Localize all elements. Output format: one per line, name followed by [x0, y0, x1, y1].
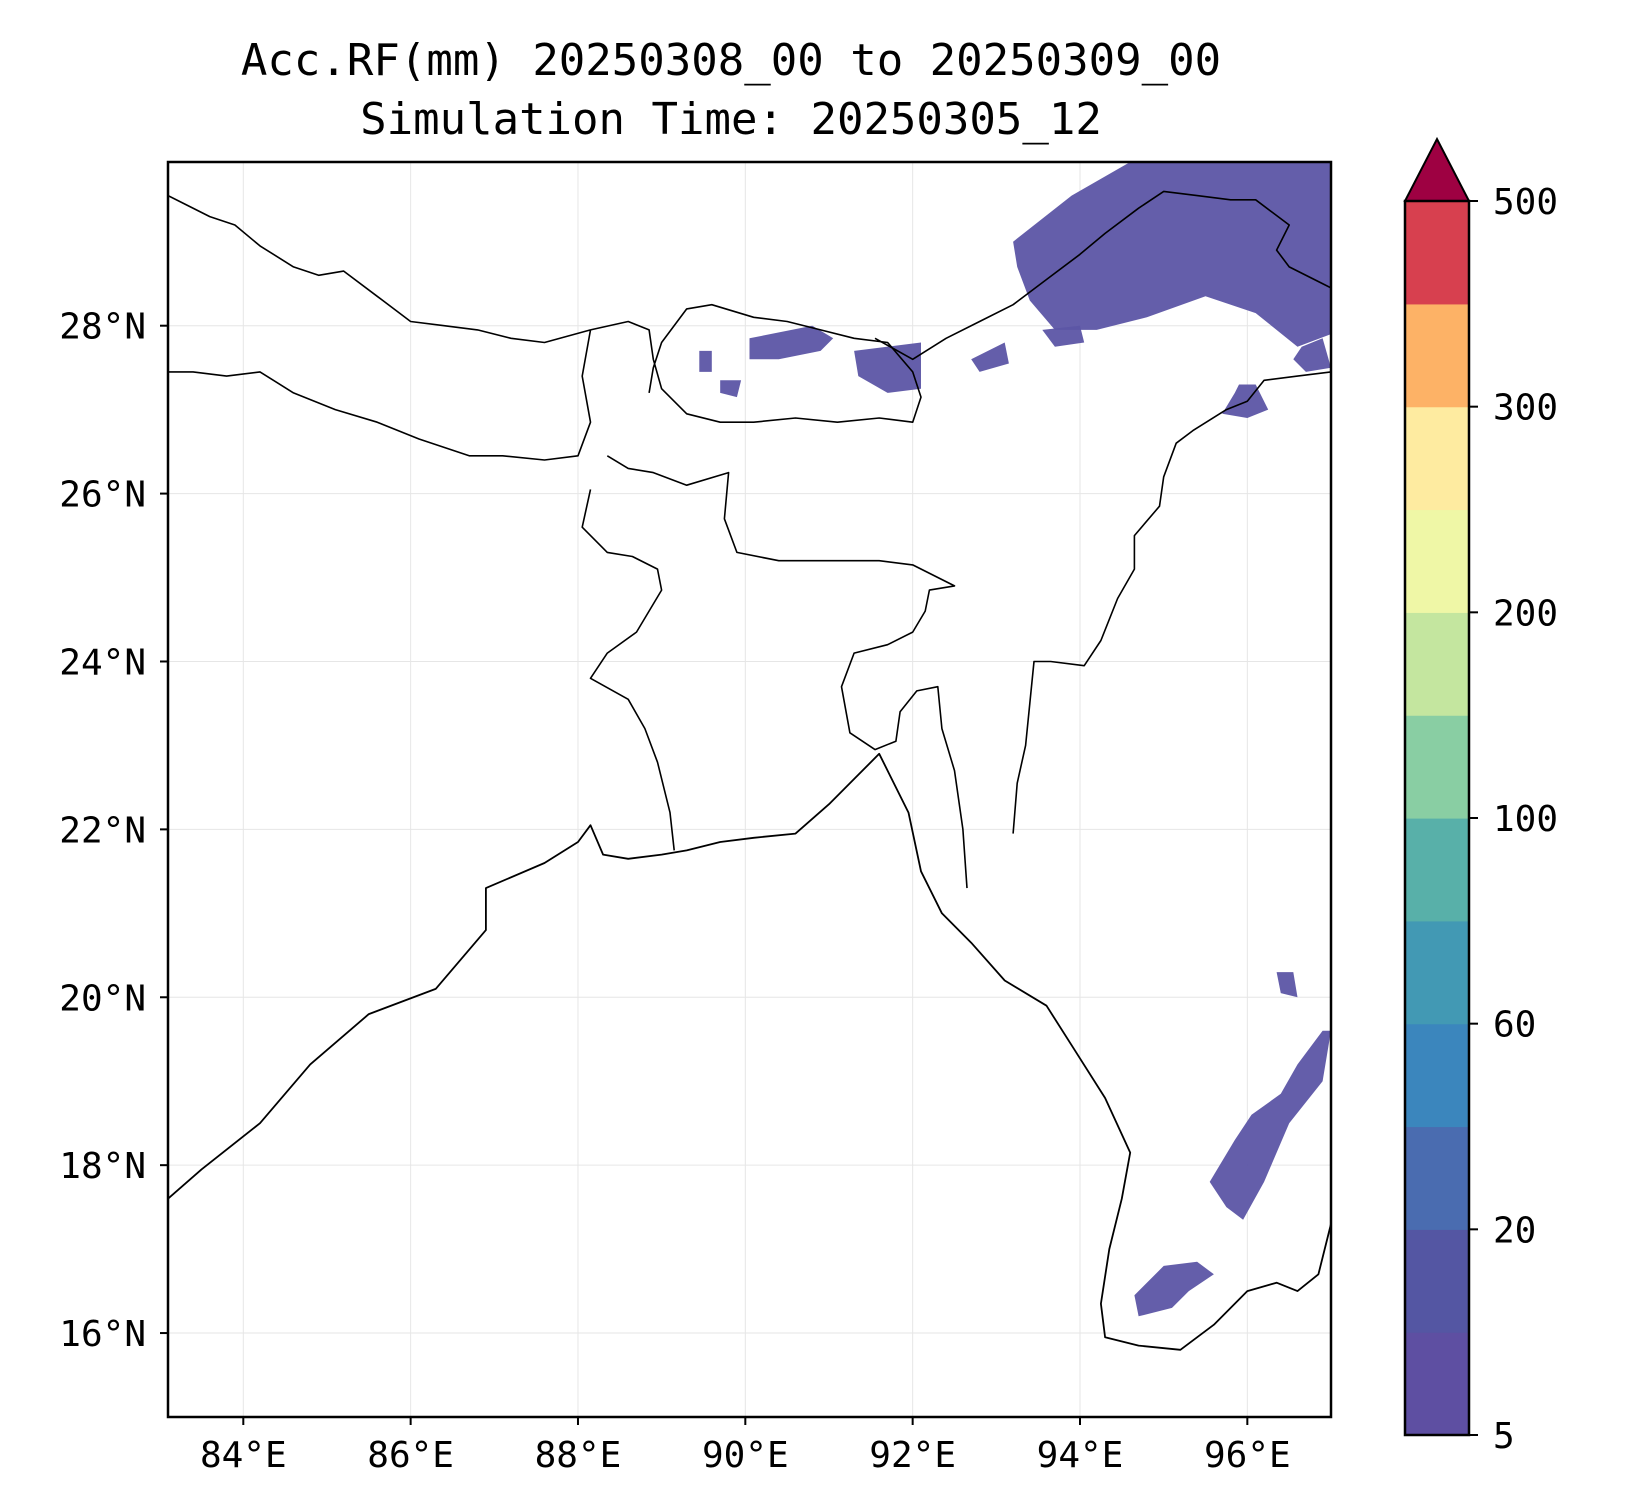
rain-area-3: [749, 325, 834, 360]
rainfall-fill: [699, 162, 1331, 1317]
x-tick-label-6: 96°E: [1204, 1435, 1291, 1476]
coastline: [168, 752, 1331, 1351]
gridlines: [168, 162, 1331, 1417]
border-line-4: [581, 489, 675, 851]
colorbar-segment-11: [1405, 201, 1469, 305]
map-panel: 84°E 86°E 88°E 90°E 92°E 94°E 96°E 16°N 18°N 20°…: [59, 160, 1333, 1476]
x-tick-label-1: 86°E: [367, 1435, 454, 1476]
rain-area-9: [1276, 972, 1298, 998]
colorbar-segments: [1405, 201, 1469, 1436]
colorbar-segment-10: [1405, 303, 1469, 408]
border-line-3: [606, 455, 968, 889]
y-tick-label-0: 16°N: [59, 1314, 146, 1355]
border-line-1: [168, 329, 592, 461]
rain-area-1: [1293, 338, 1331, 372]
title-line-2: Simulation Time: 20250305_12: [360, 94, 1102, 145]
colorbar-segment-6: [1405, 715, 1469, 819]
colorbar-tick-label-6: 500: [1493, 182, 1558, 223]
colorbar-tick-label-4: 200: [1493, 593, 1558, 634]
x-tick-label-5: 94°E: [1037, 1435, 1124, 1476]
coastlines: [168, 752, 1331, 1351]
rain-area-11: [1134, 1261, 1214, 1317]
rain-area-10: [1209, 1030, 1331, 1220]
colorbar-tick-label-2: 60: [1493, 1005, 1536, 1046]
rain-area-7: [699, 350, 712, 372]
colorbar-tick-label-5: 300: [1493, 388, 1558, 429]
title-line-1: Acc.RF(mm) 20250308_00 to 20250309_00: [241, 35, 1221, 86]
x-tick-label-2: 88°E: [535, 1435, 622, 1476]
x-tick-label-4: 92°E: [869, 1435, 956, 1476]
colorbar-tick-label-1: 20: [1493, 1210, 1536, 1251]
latitude-ticks: 16°N 18°N 20°N 22°N 24°N 26°N 28°N: [59, 307, 168, 1355]
colorbar-segment-0: [1405, 1332, 1469, 1436]
y-tick-label-2: 20°N: [59, 978, 146, 1019]
rain-area-6: [1042, 325, 1085, 347]
country-borders: [168, 190, 1331, 889]
colorbar: 5 20 60 100 200 300 500: [1403, 136, 1558, 1457]
border-line-6: [874, 190, 1331, 361]
rain-area-8: [720, 380, 742, 398]
y-tick-label-6: 28°N: [59, 307, 146, 348]
y-tick-label-4: 24°N: [59, 642, 146, 683]
y-tick-label-3: 22°N: [59, 810, 146, 851]
y-tick-label-5: 26°N: [59, 475, 146, 516]
y-tick-label-1: 18°N: [59, 1146, 146, 1187]
x-tick-label-3: 90°E: [702, 1435, 789, 1476]
colorbar-ticks: 5 20 60 100 200 300 500: [1469, 182, 1558, 1457]
rain-area-5: [971, 342, 1009, 372]
colorbar-segment-5: [1405, 818, 1469, 922]
longitude-ticks: 84°E 86°E 88°E 90°E 92°E 94°E 96°E: [200, 1417, 1291, 1476]
colorbar-segment-7: [1405, 612, 1469, 716]
border-line-5: [1012, 371, 1331, 834]
border-line-2: [590, 303, 922, 424]
colorbar-segment-1: [1405, 1229, 1469, 1333]
border-line-0: [168, 194, 591, 344]
colorbar-segment-3: [1405, 1023, 1469, 1128]
colorbar-tick-label-0: 5: [1493, 1416, 1515, 1457]
x-tick-label-0: 84°E: [200, 1435, 287, 1476]
colorbar-segment-9: [1405, 406, 1469, 511]
rain-area-0: [1013, 162, 1331, 347]
map-frame: [166, 160, 1333, 1419]
colorbar-segment-4: [1405, 920, 1469, 1025]
colorbar-extend-triangle: [1403, 136, 1471, 202]
colorbar-tick-label-3: 100: [1493, 799, 1558, 840]
colorbar-segment-8: [1405, 509, 1469, 613]
colorbar-segment-2: [1405, 1126, 1469, 1230]
rain-area-4: [854, 342, 921, 393]
